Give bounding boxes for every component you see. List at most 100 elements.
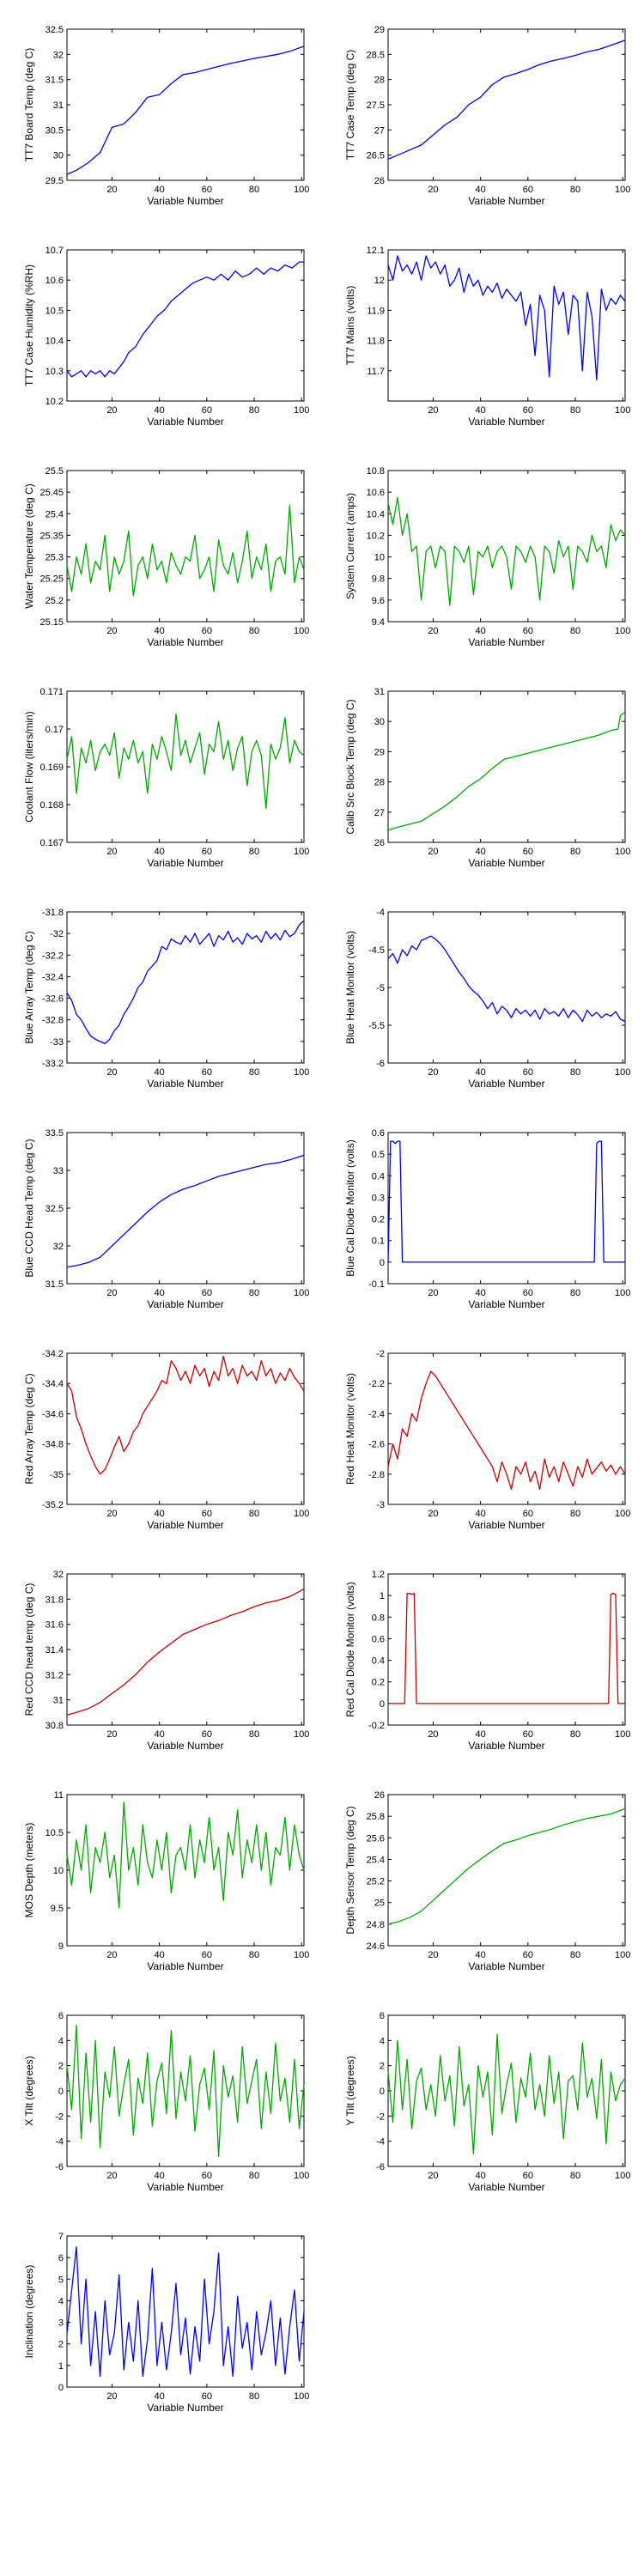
x-tick-label: 80	[249, 1067, 259, 1078]
x-axis-label: Variable Number	[468, 1298, 544, 1310]
x-tick-label: 20	[428, 1288, 438, 1298]
y-tick-label: 24.8	[367, 1920, 385, 1930]
y-tick-label: -33.2	[42, 1059, 64, 1069]
series-line	[387, 1807, 626, 1925]
plot-frame	[387, 28, 626, 181]
y-tick-label: 0	[58, 2383, 64, 2393]
x-tick-label: 100	[615, 626, 630, 636]
subplot-1: 20 40 60 80 100 29.5 30 30.5 31 31.5 32 32.5 Variabl…	[23, 25, 309, 207]
y-tick-label: 26	[374, 176, 385, 186]
series-line	[387, 2033, 626, 2154]
x-tick-label: 80	[570, 847, 580, 857]
x-tick-label: 20	[428, 405, 438, 416]
x-tick-label: 20	[106, 405, 117, 416]
subplot-9: 20 40 60 80 100 -33.2 -33 -32.8 -32.6 -32.4 -32.2 -…	[23, 908, 309, 1090]
y-tick-label: 27	[374, 125, 385, 136]
y-tick-label: 0.5	[372, 1150, 385, 1160]
x-tick-label: 100	[615, 1067, 630, 1078]
x-tick-label: 80	[570, 1950, 580, 1960]
y-tick-label: -34.4	[42, 1379, 64, 1389]
y-tick-label: 0.4	[372, 1171, 385, 1182]
y-tick-label: -6	[376, 1059, 385, 1069]
y-tick-label: -6	[55, 2162, 64, 2172]
subplot-11: 20 40 60 80 100 31.5 32 32.5 33 33.5 Variable Numb…	[23, 1128, 309, 1310]
y-tick-label: 0	[380, 2087, 385, 2097]
x-tick-label: 20	[428, 185, 438, 195]
y-tick-label: 25.15	[39, 617, 64, 628]
x-tick-label: 80	[249, 2391, 259, 2402]
x-tick-label: 20	[106, 847, 117, 857]
y-tick-label: 26.5	[367, 151, 385, 161]
x-tick-label: 100	[615, 847, 630, 857]
y-axis-label: MOS Depth (meters)	[23, 1823, 35, 1918]
x-tick-label: 20	[106, 185, 117, 195]
y-tick-label: -2.6	[368, 1440, 385, 1450]
x-tick-label: 40	[155, 2171, 165, 2181]
y-axis-label: Blue CCD Head Temp (deg C)	[23, 1139, 35, 1277]
y-tick-label: 0	[380, 1258, 385, 1268]
y-axis-label: System Current (amps)	[344, 493, 356, 599]
y-tick-label: 30	[374, 717, 385, 727]
y-tick-label: 10.4	[46, 337, 64, 347]
y-tick-label: 29	[374, 25, 385, 35]
x-tick-label: 20	[106, 2171, 117, 2181]
x-tick-label: 60	[523, 405, 533, 416]
x-axis-label: Variable Number	[468, 636, 544, 648]
x-axis-label: Variable Number	[147, 195, 223, 207]
y-tick-label: 25.6	[367, 1833, 385, 1844]
x-tick-label: 40	[155, 1288, 165, 1298]
y-tick-label: 31.5	[46, 76, 64, 86]
x-tick-label: 60	[523, 847, 533, 857]
x-tick-label: 40	[155, 626, 165, 636]
y-tick-label: 25.4	[46, 509, 64, 519]
y-tick-label: -32.2	[42, 951, 64, 961]
x-axis-label: Variable Number	[147, 1740, 223, 1752]
y-tick-label: -2.4	[368, 1409, 385, 1419]
x-tick-label: 40	[155, 2391, 165, 2402]
y-tick-label: -31.8	[42, 908, 64, 918]
y-tick-label: 32	[53, 1242, 64, 1252]
plot-frame	[66, 470, 305, 623]
y-tick-label: 24.6	[367, 1941, 385, 1952]
x-tick-label: 60	[523, 1950, 533, 1960]
y-tick-label: -4	[376, 908, 385, 918]
x-tick-label: 20	[106, 1950, 117, 1960]
x-tick-label: 80	[249, 1729, 259, 1740]
x-tick-label: 80	[570, 1288, 580, 1298]
x-tick-label: 100	[615, 1509, 630, 1519]
y-axis-label: TT7 Mains (volts)	[344, 286, 356, 366]
x-tick-label: 100	[294, 847, 309, 857]
y-tick-label: 26	[374, 838, 385, 848]
subplot-6: 20 40 60 80 100 9.4 9.6 9.8 10 10.2 10.4 10.6 10.8 Va…	[344, 466, 630, 648]
x-tick-label: 80	[249, 847, 259, 857]
x-tick-label: 80	[249, 1509, 259, 1519]
y-tick-label: 4	[58, 2036, 64, 2046]
series-line	[66, 46, 305, 175]
x-tick-label: 80	[249, 2171, 259, 2181]
y-tick-label: 6	[380, 2011, 385, 2021]
subplot-15: 20 40 60 80 100 30.8 31 31.2 31.4 31.6 31.8 32 Varia…	[23, 1570, 309, 1752]
y-tick-label: 25.4	[367, 1855, 385, 1865]
x-tick-label: 20	[428, 2171, 438, 2181]
x-tick-label: 20	[106, 1288, 117, 1298]
y-tick-label: 25.2	[367, 1877, 385, 1887]
y-tick-label: 29	[374, 747, 385, 757]
plot-frame	[387, 249, 626, 402]
x-tick-label: 60	[523, 185, 533, 195]
series-line	[66, 1801, 305, 1909]
y-tick-label: 3	[58, 2318, 64, 2329]
plot-frame	[387, 1352, 626, 1505]
x-tick-label: 100	[615, 2171, 630, 2181]
x-tick-label: 40	[476, 405, 486, 416]
series-line	[66, 920, 305, 1045]
x-axis-label: Variable Number	[147, 1298, 223, 1310]
x-tick-label: 40	[476, 626, 486, 636]
series-line	[387, 1140, 625, 1263]
y-tick-label: 9	[58, 1941, 64, 1952]
x-axis-label: Variable Number	[147, 416, 223, 428]
x-axis-label: Variable Number	[147, 1960, 223, 1972]
x-axis-label: Variable Number	[468, 416, 544, 428]
x-axis-label: Variable Number	[468, 857, 544, 869]
y-tick-label: -34.6	[42, 1409, 64, 1419]
